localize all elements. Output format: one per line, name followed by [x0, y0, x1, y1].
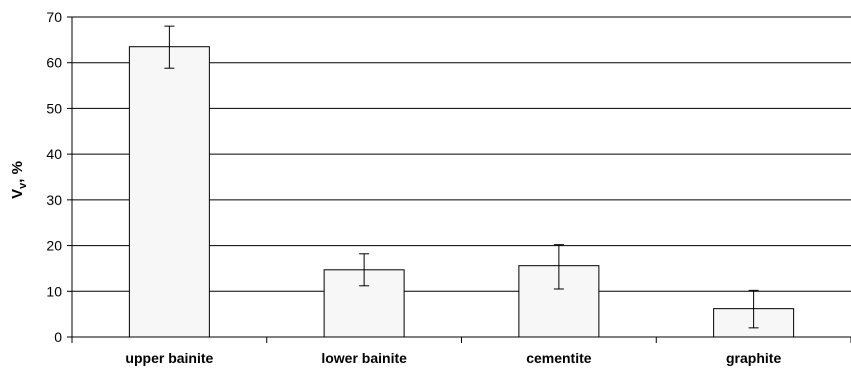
- y-tick-labels: 0 10 20 30 40 50 60 70: [46, 9, 62, 345]
- axes: [67, 16, 851, 343]
- y-tick-label-70: 70: [46, 9, 62, 25]
- y-tick-label-60: 60: [46, 55, 62, 71]
- x-tick-label-cementite: cementite: [526, 350, 592, 366]
- y-tick-label-30: 30: [46, 192, 62, 208]
- y-tick-label-40: 40: [46, 146, 62, 162]
- error-bar-lower-bainite: [359, 253, 370, 287]
- x-tick-labels: upper bainite lower bainite cementite graph…: [125, 350, 781, 366]
- y-axis-title: Vv, %: [9, 161, 29, 199]
- y-tick-label-50: 50: [46, 100, 62, 116]
- error-bar-cementite: [553, 244, 564, 290]
- y-tick-label-0: 0: [54, 329, 62, 345]
- bars: [128, 46, 795, 338]
- error-bar-graphite: [748, 289, 759, 329]
- y-tick-label-10: 10: [46, 283, 62, 299]
- x-tick-label-graphite: graphite: [726, 350, 781, 366]
- error-bar-upper-bainite: [164, 25, 175, 69]
- y-tick-label-20: 20: [46, 238, 62, 254]
- x-tick-label-upper-bainite: upper bainite: [125, 350, 213, 366]
- bar-upper-bainite: [128, 46, 210, 338]
- x-tick-label-lower-bainite: lower bainite: [321, 350, 407, 366]
- error-bars: [164, 25, 759, 329]
